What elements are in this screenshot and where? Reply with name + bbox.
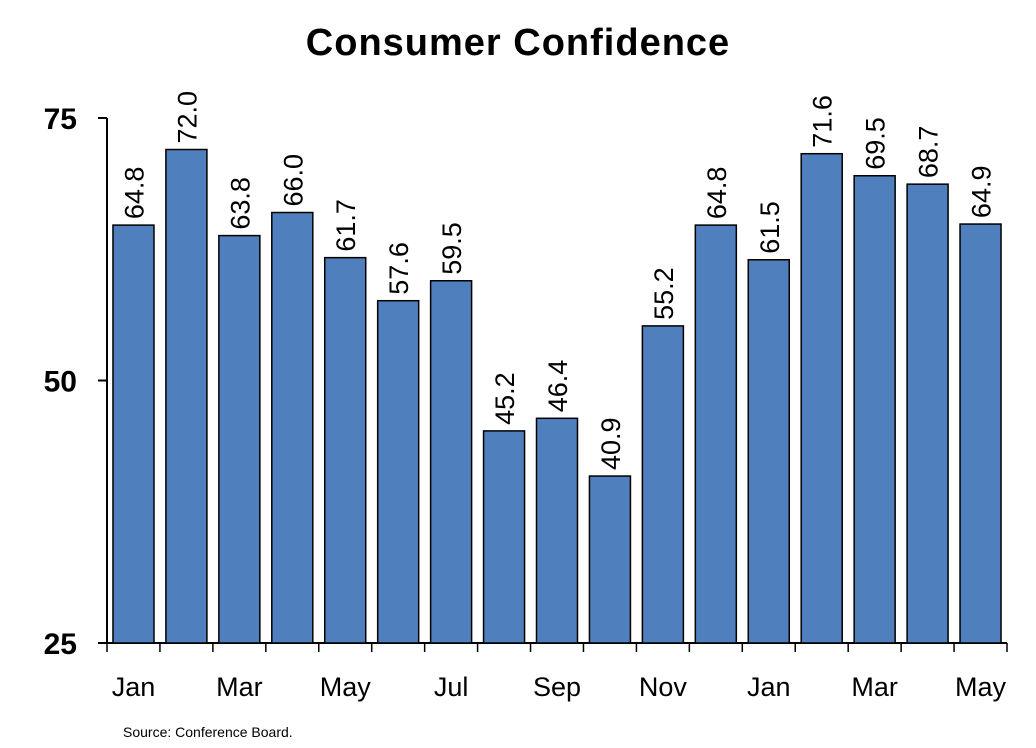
- bar: [694, 224, 738, 644]
- bar: [271, 211, 314, 644]
- chart-title: Consumer Confidence: [305, 22, 731, 64]
- bar: [747, 259, 791, 644]
- bar: [482, 430, 526, 644]
- x-tick-label: May: [320, 672, 372, 702]
- bar: [165, 148, 208, 644]
- x-tick-label: Mar: [851, 672, 898, 702]
- bar: [535, 417, 579, 644]
- bars: [112, 148, 1002, 644]
- data-label: 63.8: [225, 177, 255, 230]
- data-label: 59.5: [437, 222, 467, 275]
- y-tick-label: 75: [44, 103, 77, 136]
- x-tick-label: Jan: [747, 672, 791, 702]
- bar: [112, 224, 155, 644]
- data-label: 61.5: [755, 201, 785, 254]
- bar: [588, 475, 632, 644]
- data-label: 69.5: [861, 117, 891, 170]
- data-label: 64.9: [967, 165, 997, 218]
- bar: [429, 280, 473, 644]
- x-tick-label: May: [955, 672, 1007, 702]
- data-label: 64.8: [702, 167, 732, 220]
- bar: [800, 152, 843, 644]
- y-tick-label: 25: [44, 628, 77, 661]
- bar: [959, 223, 1002, 644]
- data-label: 61.7: [331, 199, 361, 252]
- data-labels: 64.8 72.0 63.8 66.0 61.7 57.6 59.5 45.2 46.4 40.9…: [119, 91, 996, 470]
- bar: [906, 183, 949, 644]
- bar: [641, 325, 685, 644]
- bar: [853, 175, 896, 644]
- y-tick-label: 50: [44, 366, 77, 399]
- data-label: 45.2: [490, 372, 520, 425]
- data-label: 66.0: [278, 154, 308, 207]
- bar: [323, 256, 367, 644]
- data-label: 64.8: [119, 167, 149, 220]
- x-tick-label: Nov: [639, 672, 688, 702]
- data-label: 57.6: [384, 242, 414, 295]
- source-note: Source: Conference Board.: [123, 724, 293, 740]
- bar: [218, 234, 261, 644]
- data-label: 55.2: [649, 267, 679, 320]
- x-tick-label: Jul: [434, 672, 469, 702]
- data-label: 40.9: [596, 417, 626, 470]
- data-label: 71.6: [808, 95, 838, 148]
- data-label: 46.4: [543, 360, 573, 413]
- bar: [376, 299, 420, 644]
- x-tick-label: Jan: [112, 672, 156, 702]
- data-label: 72.0: [172, 91, 202, 144]
- data-label: 68.7: [914, 126, 944, 179]
- x-tick-label: Sep: [533, 672, 581, 702]
- x-tick-label: Mar: [216, 672, 263, 702]
